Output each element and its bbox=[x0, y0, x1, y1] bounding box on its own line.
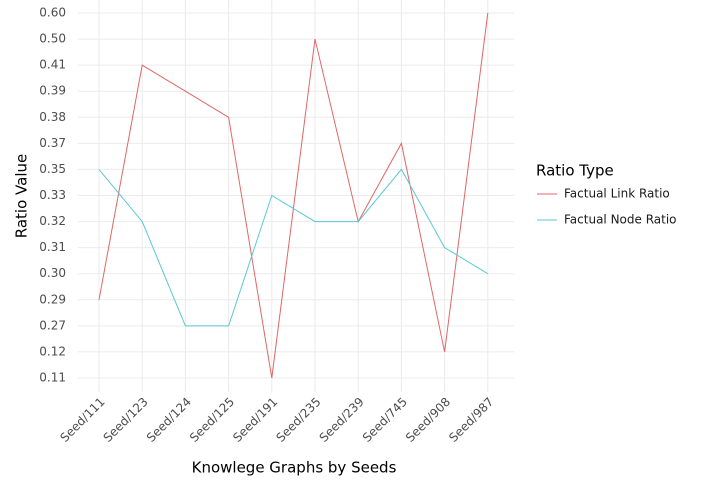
x-tick-label: Seed/987 bbox=[446, 395, 496, 445]
x-tick-label: Seed/191 bbox=[230, 395, 280, 445]
y-tick-label: 0.12 bbox=[39, 344, 66, 358]
x-axis-title: Knowlege Graphs by Seeds bbox=[192, 459, 397, 477]
x-tick-label: Seed/239 bbox=[317, 395, 367, 445]
y-tick-label: 0.27 bbox=[39, 318, 66, 332]
y-tick-label: 0.37 bbox=[39, 136, 66, 150]
y-tick-label: 0.35 bbox=[39, 162, 66, 176]
x-tick-label: Seed/908 bbox=[403, 395, 453, 445]
line-series bbox=[98, 168, 489, 327]
legend-label: Factual Link Ratio bbox=[564, 187, 670, 201]
y-tick-label: 0.32 bbox=[39, 214, 66, 228]
y-axis-title: Ratio Value bbox=[13, 154, 31, 238]
x-tick-label: Seed/745 bbox=[360, 395, 410, 445]
x-tick-label: Seed/111 bbox=[57, 395, 107, 445]
x-tick-label: Seed/125 bbox=[187, 395, 237, 445]
y-tick-label: 0.31 bbox=[39, 240, 66, 254]
y-tick-label: 0.29 bbox=[39, 292, 66, 306]
y-tick-label: 0.41 bbox=[39, 58, 66, 72]
y-tick-label: 0.60 bbox=[39, 6, 66, 20]
y-tick-label: 0.11 bbox=[39, 371, 66, 385]
y-tick-label: 0.39 bbox=[39, 84, 66, 98]
y-tick-label: 0.30 bbox=[39, 266, 66, 280]
legend-label: Factual Node Ratio bbox=[564, 213, 677, 227]
y-tick-label: 0.38 bbox=[39, 110, 66, 124]
legend-title: Ratio Type bbox=[536, 162, 614, 180]
x-tick-label: Seed/124 bbox=[144, 395, 194, 445]
x-tick-label: Seed/235 bbox=[273, 395, 323, 445]
y-tick-label: 0.33 bbox=[39, 188, 66, 202]
y-tick-label: 0.50 bbox=[39, 32, 66, 46]
x-tick-label: Seed/123 bbox=[101, 395, 151, 445]
